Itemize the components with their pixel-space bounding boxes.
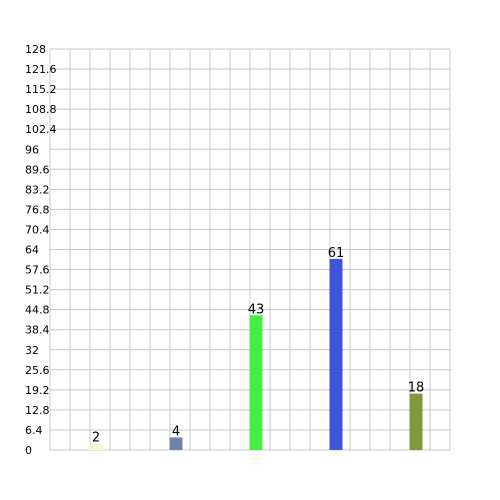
- y-tick-label: 128: [25, 43, 46, 56]
- bar: [409, 393, 423, 450]
- bar: [169, 437, 183, 450]
- y-tick-label: 38.4: [25, 324, 50, 337]
- bars: [89, 258, 423, 450]
- y-tick-label: 57.6: [25, 264, 50, 277]
- data-labels: 2 4 43 61 18: [92, 246, 424, 446]
- bar: [89, 443, 103, 450]
- bar-value-label: 61: [328, 246, 345, 261]
- y-axis-tick-labels: 0 6.4 12.8 19.2 25.6 32 38.4 44.8 51.2 57.6 64 70.4…: [25, 43, 57, 457]
- bar-value-label: 2: [92, 431, 100, 446]
- y-tick-label: 64: [25, 244, 39, 257]
- y-tick-label: 89.6: [25, 163, 50, 176]
- y-tick-label: 32: [25, 344, 39, 357]
- y-tick-label: 44.8: [25, 304, 50, 317]
- y-tick-label: 19.2: [25, 384, 50, 397]
- y-tick-label: 83.2: [25, 183, 50, 196]
- y-tick-label: 121.6: [25, 63, 57, 76]
- bar-value-label: 18: [408, 381, 425, 396]
- bar-value-label: 43: [248, 302, 265, 317]
- y-tick-label: 76.8: [25, 203, 50, 216]
- y-tick-label: 6.4: [25, 424, 43, 437]
- y-tick-label: 96: [25, 143, 39, 156]
- y-tick-label: 70.4: [25, 223, 50, 236]
- y-tick-label: 108.8: [25, 103, 57, 116]
- bar: [249, 315, 263, 450]
- y-tick-label: 25.6: [25, 364, 50, 377]
- y-tick-label: 102.4: [25, 123, 57, 136]
- bar-value-label: 4: [172, 424, 180, 439]
- bar: [329, 258, 343, 450]
- y-tick-label: 115.2: [25, 83, 57, 96]
- y-tick-label: 51.2: [25, 284, 50, 297]
- y-tick-label: 12.8: [25, 404, 50, 417]
- y-tick-label: 0: [25, 444, 32, 457]
